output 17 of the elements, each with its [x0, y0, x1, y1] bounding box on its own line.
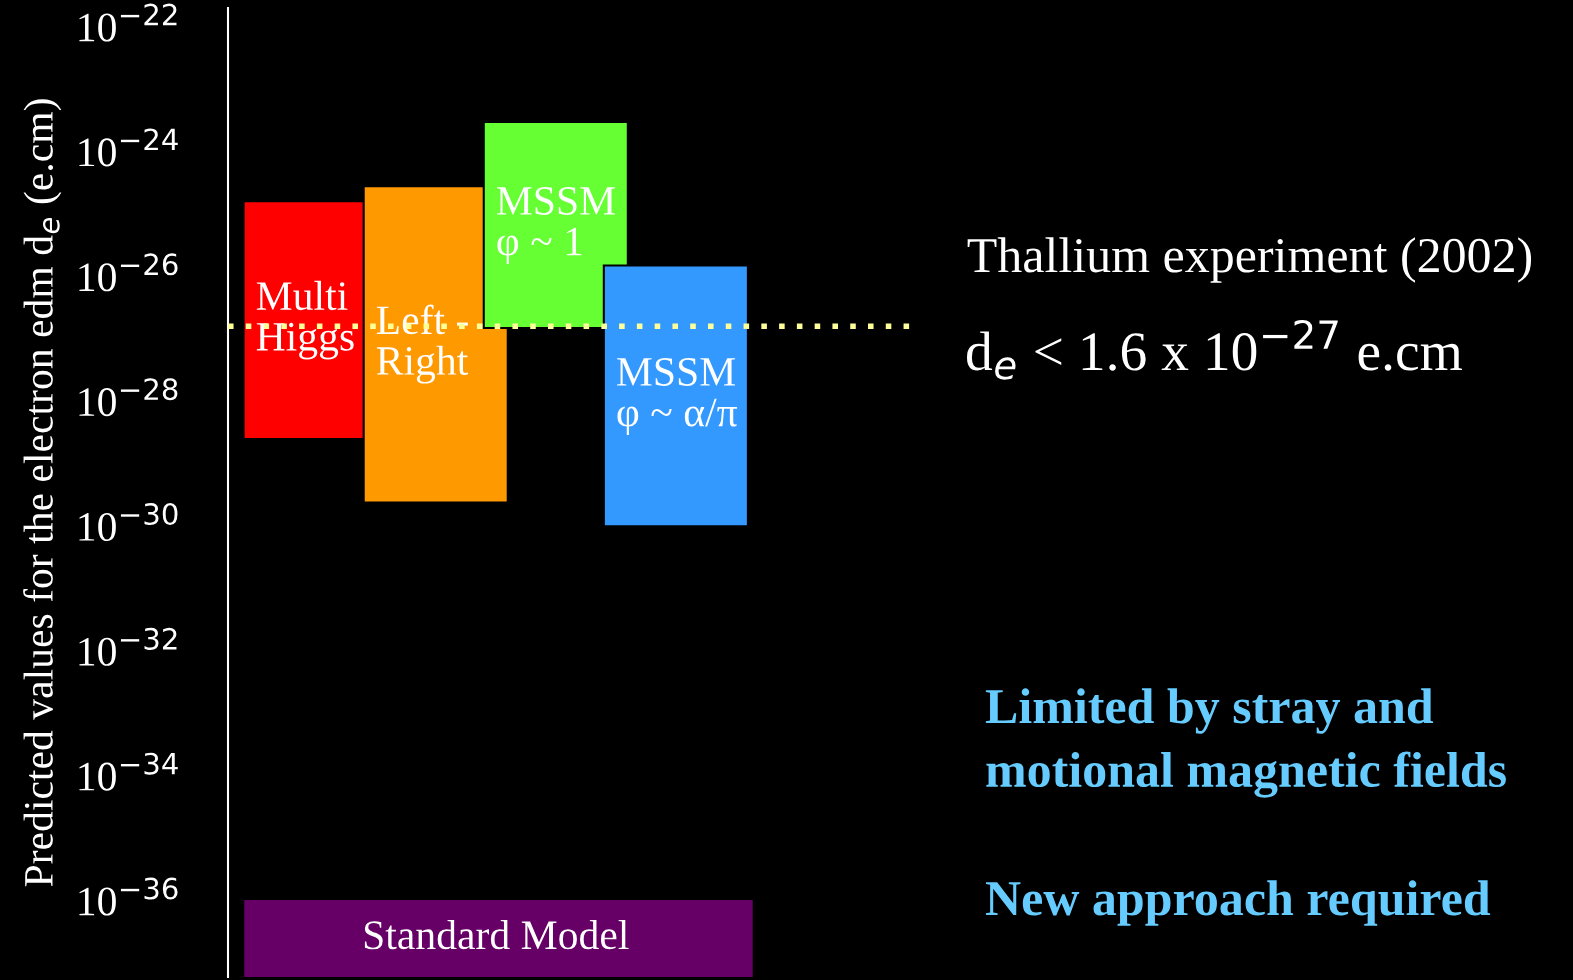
y-tick-label: 10$^{−34}$	[79, 752, 178, 791]
y-tick-label: 10$^{−26}$	[79, 253, 178, 292]
text: Limited by stray and motional magnetic fields	[985, 688, 1506, 798]
y-tick-label: 10$^{−24}$	[79, 128, 178, 167]
y-tick-label: 10$^{−36}$	[79, 877, 178, 916]
y-tick-label: 10$^{−22}$	[79, 3, 177, 42]
ref-line-label: d$_{e}$ < 1.6 x 10$^{−27}$ e.cm	[967, 319, 1462, 380]
x-tick-label: MSSM φ ~ α/π	[617, 357, 738, 436]
y-tick-label: 10$^{−32}$	[79, 627, 177, 666]
x-tick-label: MSSM φ ~ 1	[496, 186, 615, 265]
text: New approach required	[985, 880, 1491, 926]
text: Thallium experiment (2002)	[967, 237, 1532, 283]
y-axis-title: Predicted values for the electron edm d$_{e}$ (e.cm)	[23, 99, 62, 887]
y-tick-label: 10$^{−30}$	[79, 503, 178, 541]
x-tick-label: Multi Higgs	[256, 280, 354, 360]
band-label: Standard Model	[364, 919, 629, 950]
y-tick-label: 10$^{−28}$	[79, 378, 178, 417]
